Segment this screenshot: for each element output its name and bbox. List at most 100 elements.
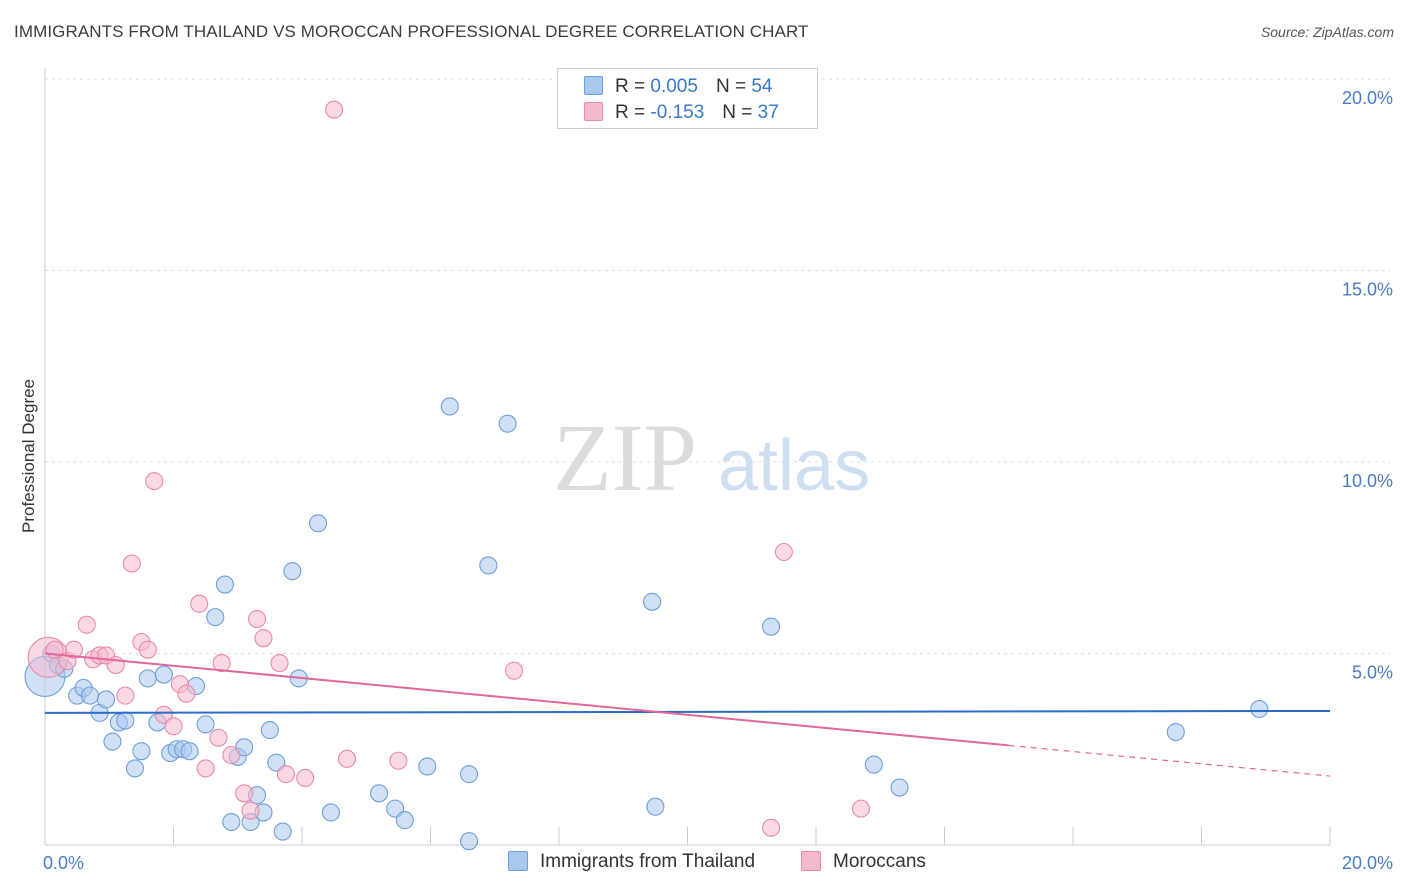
x-tick-label: 20.0%: [1342, 853, 1393, 873]
thailand-swatch: [584, 76, 603, 95]
grid-layer: [45, 78, 1390, 654]
n-value: 54: [751, 76, 773, 97]
thailand-point: [206, 608, 225, 627]
thailand-point: [395, 811, 414, 830]
moroccan-point: [247, 609, 267, 629]
moroccan-point: [116, 686, 135, 705]
moroccan-point: [209, 728, 228, 747]
thailand-point: [309, 514, 328, 533]
moroccan-point: [337, 749, 357, 768]
moroccans-swatch: [584, 102, 603, 121]
labels-layer: 5.0% 10.0% 15.0% 20.0% 0.0% 20.0% Professional…: [19, 88, 1393, 873]
thailand-point: [196, 715, 215, 734]
thailand-point: [80, 686, 100, 705]
moroccan-trend-line: [44, 652, 1009, 747]
thailand-trend-line: [44, 709, 1331, 714]
thailand-point: [180, 742, 199, 761]
n-label: N =: [715, 76, 747, 97]
moroccan-point: [177, 684, 196, 703]
moroccan-point: [254, 629, 273, 648]
moroccan-point: [164, 717, 183, 736]
moroccan-trend-extension: [1008, 744, 1331, 777]
trend-layer: [44, 652, 1331, 777]
thailand-point: [440, 397, 459, 416]
thailand-point: [418, 757, 437, 776]
moroccan-point: [212, 654, 231, 673]
thailand-point: [890, 778, 909, 797]
thailand-point: [646, 797, 665, 816]
source-label: Source: ZipAtlas.com: [1260, 24, 1394, 40]
r-value: 0.005: [650, 76, 698, 97]
thailand-point: [479, 556, 498, 575]
moroccans-legend-swatch: [801, 851, 821, 871]
thailand-point: [321, 803, 340, 822]
moroccan-point: [325, 100, 344, 119]
thailand-point: [459, 765, 479, 784]
moroccan-point: [851, 799, 871, 818]
stats-legend-row-moroccans: R = -0.153 N = 37: [584, 102, 779, 126]
moroccan-point: [389, 751, 408, 770]
moroccan-point: [222, 745, 241, 765]
moroccan-point: [761, 818, 781, 837]
legend-label-moroccans: Moroccans: [833, 851, 926, 872]
moroccan-point: [138, 640, 157, 659]
y-tick-label: 5.0%: [1352, 663, 1393, 683]
moroccan-point: [64, 640, 83, 659]
watermark: ZIP atlas: [553, 404, 870, 511]
moroccan-point: [296, 768, 315, 788]
thailand-point: [154, 665, 173, 684]
y-tick-label: 20.0%: [1342, 88, 1393, 108]
moroccan-point: [196, 759, 215, 778]
moroccan-point: [504, 661, 524, 680]
thailand-point: [215, 575, 234, 594]
moroccan-point: [77, 615, 96, 634]
thailand-point: [459, 832, 479, 851]
stats-legend-row-thailand: R = 0.005 N = 54: [584, 76, 772, 100]
thailand-point: [96, 690, 116, 709]
n-label: N =: [722, 102, 753, 123]
thailand-point: [260, 721, 279, 740]
thailand-point: [498, 414, 517, 433]
points-layer: [24, 100, 1269, 851]
r-value: -0.153: [650, 102, 705, 123]
r-label: R =: [615, 76, 646, 97]
thailand-point: [761, 617, 781, 636]
moroccan-point: [241, 801, 260, 820]
thailand-point: [283, 562, 302, 581]
thailand-point: [643, 592, 662, 611]
thailand-point: [273, 822, 292, 841]
thailand-point: [125, 759, 144, 778]
watermark-atlas: atlas: [718, 426, 870, 506]
moroccan-point: [122, 554, 141, 573]
y-tick-label: 15.0%: [1342, 280, 1393, 300]
legend-item-thailand: Immigrants from Thailand: [508, 851, 755, 873]
thailand-legend-swatch: [508, 851, 528, 871]
y-axis-title: Professional Degree: [19, 379, 38, 533]
moroccan-point: [270, 654, 289, 673]
axes-layer: [44, 68, 1331, 846]
thailand-point: [370, 784, 389, 803]
legend-item-moroccans: Moroccans: [801, 851, 926, 873]
moroccan-point: [235, 784, 254, 803]
thailand-point: [132, 742, 151, 761]
chart-title: IMMIGRANTS FROM THAILAND VS MOROCCAN PRO…: [14, 22, 809, 41]
legend-label-thailand: Immigrants from Thailand: [540, 851, 756, 872]
moroccan-point: [774, 542, 793, 562]
n-value: 37: [757, 102, 779, 123]
thailand-point: [222, 812, 241, 832]
thailand-point: [138, 669, 157, 688]
moroccan-point: [190, 594, 209, 613]
moroccan-point: [276, 765, 295, 784]
thailand-point: [103, 732, 122, 751]
thailand-point: [1166, 722, 1185, 742]
thailand-point: [1250, 699, 1269, 719]
thailand-point: [116, 711, 135, 730]
thailand-point: [864, 755, 883, 774]
moroccan-point: [145, 472, 164, 491]
r-label: R =: [615, 102, 646, 123]
watermark-zip: ZIP: [553, 404, 697, 511]
x-tick-label: 0.0%: [43, 853, 84, 873]
stats-legend: R = 0.005 N = 54 R = -0.153 N = 37: [557, 68, 818, 129]
y-tick-label: 10.0%: [1342, 471, 1393, 491]
